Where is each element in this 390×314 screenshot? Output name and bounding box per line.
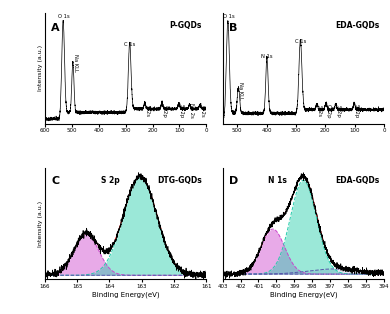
X-axis label: Binding Energy(eV): Binding Energy(eV) [92, 291, 160, 298]
Text: S 2s: S 2s [145, 105, 150, 116]
Text: O 2s: O 2s [200, 105, 205, 116]
Text: C 1s: C 1s [295, 39, 306, 44]
Y-axis label: Intensity (a.u.): Intensity (a.u.) [39, 201, 43, 247]
Text: A: A [51, 23, 60, 33]
Text: P-GQDs: P-GQDs [169, 21, 202, 30]
Text: EDA-GQDs: EDA-GQDs [335, 176, 379, 185]
Text: Si 2p: Si 2p [179, 104, 184, 117]
Text: C 1s: C 1s [124, 42, 135, 46]
Text: Na KLL: Na KLL [73, 54, 78, 72]
Text: N 1s: N 1s [268, 176, 287, 185]
Text: Cl 2p: Cl 2p [326, 104, 331, 117]
Text: D: D [229, 176, 238, 186]
Text: Si 2p: Si 2p [354, 104, 359, 117]
Text: DTG-GQDs: DTG-GQDs [157, 176, 202, 185]
Text: B: B [229, 23, 238, 33]
Text: O 1s: O 1s [58, 14, 70, 19]
X-axis label: Binding Energy(eV): Binding Energy(eV) [269, 291, 337, 298]
Text: EDA-GQDs: EDA-GQDs [335, 21, 379, 30]
Text: S 2p: S 2p [101, 176, 120, 185]
Text: S 2p: S 2p [336, 105, 341, 116]
Text: S 2s: S 2s [317, 105, 322, 116]
Text: Na KLL: Na KLL [238, 82, 243, 100]
Text: Na 2s: Na 2s [190, 103, 195, 118]
Text: S 2p: S 2p [162, 105, 167, 116]
Y-axis label: Intensity (a.u.): Intensity (a.u.) [39, 45, 43, 91]
Text: C: C [51, 176, 59, 186]
Text: N 1s: N 1s [261, 54, 273, 59]
Text: O 1s: O 1s [223, 14, 235, 19]
